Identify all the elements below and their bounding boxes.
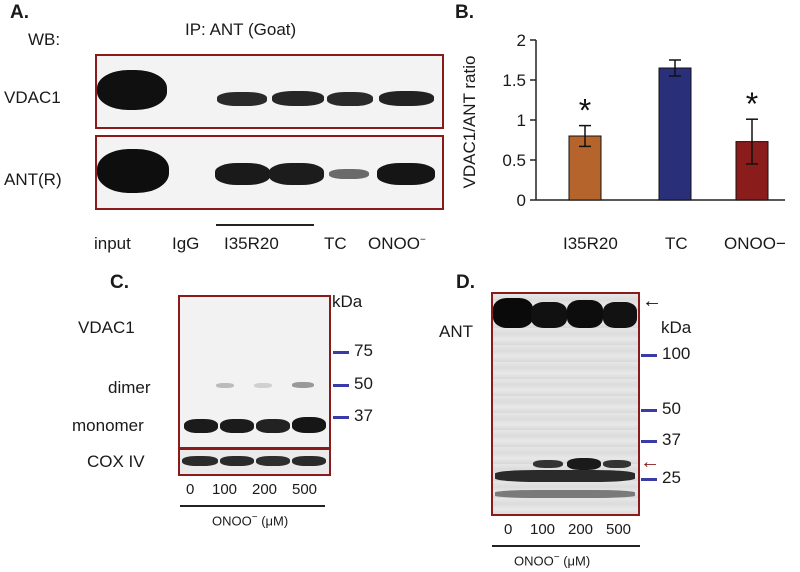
underline-bar: [216, 224, 314, 226]
dose-d-200: 200: [568, 521, 594, 538]
band: [377, 163, 435, 185]
lane-label-input: input: [94, 234, 131, 253]
cox-iv-label: COX IV: [87, 452, 145, 471]
y-tick-label: 1.5: [502, 71, 526, 90]
significance-star: *: [579, 93, 591, 129]
x-label-i35r20: I35R20: [563, 234, 618, 253]
red-arrow-icon: ←: [640, 451, 660, 473]
band: [603, 302, 637, 328]
band: [531, 302, 567, 328]
row-label-vdac1: VDAC1: [4, 88, 61, 107]
dose-0: 0: [186, 481, 195, 498]
dose-100: 100: [212, 481, 238, 498]
panel-c-label: C.: [110, 272, 129, 293]
lane-label-tc: TC: [324, 234, 347, 253]
band: [272, 91, 324, 106]
y-tick-label: 0: [517, 191, 526, 210]
band: [493, 298, 533, 328]
lane-label-igg: IgG: [172, 234, 200, 253]
band: [567, 458, 601, 470]
band: [220, 456, 254, 466]
band: [329, 169, 369, 179]
significance-star: *: [746, 86, 758, 122]
marker-tick: [333, 416, 349, 419]
ant-label: ANT: [439, 322, 473, 341]
kda-label-c: kDa: [332, 292, 363, 311]
ip-label: IP: ANT (Goat): [185, 20, 297, 39]
marker-50d: 50: [662, 399, 681, 418]
dose-500: 500: [292, 481, 318, 498]
y-tick-label: 0.5: [502, 151, 526, 170]
band: [215, 163, 270, 185]
marker-tick: [641, 409, 657, 412]
row-label-ant: ANT(R): [4, 170, 62, 189]
band: [567, 300, 603, 328]
band: [269, 163, 324, 185]
band: [97, 149, 169, 193]
band: [603, 460, 631, 468]
band: [182, 456, 218, 466]
band: [217, 92, 267, 106]
treatment-label-c: ONOO− (μM): [212, 512, 289, 529]
y-tick-label: 1: [517, 111, 526, 130]
marker-tick: [641, 354, 657, 357]
band: [495, 470, 635, 482]
dose-200: 200: [252, 481, 278, 498]
band: [292, 382, 314, 388]
blot-c-cox: [178, 448, 331, 476]
band: [379, 91, 434, 106]
bar-chart: 0 0.5 1 1.5 2 * *: [502, 31, 785, 210]
dose-d-0: 0: [504, 521, 513, 538]
band: [216, 383, 234, 388]
band: [256, 419, 290, 433]
kda-label-d: kDa: [661, 318, 692, 337]
marker-50: 50: [354, 374, 373, 393]
panel-d-label: D.: [456, 272, 475, 293]
marker-37: 37: [354, 406, 373, 425]
treatment-label-d: ONOO− (μM): [514, 552, 591, 569]
blot-d-ant: [491, 292, 640, 516]
marker-tick: [333, 384, 349, 387]
marker-75: 75: [354, 341, 373, 360]
band: [495, 490, 635, 498]
x-label-tc: TC: [665, 234, 688, 253]
arrow-icon: ←: [642, 290, 662, 312]
band: [184, 419, 218, 433]
band: [327, 92, 373, 106]
blot-c-vdac1: [178, 295, 331, 449]
x-label-onoo: ONOO−: [724, 234, 786, 253]
band: [533, 460, 563, 468]
y-axis-label: VDAC1/ANT ratio: [460, 55, 479, 189]
band: [292, 417, 326, 433]
marker-37d: 37: [662, 430, 681, 449]
band: [97, 70, 167, 110]
band: [254, 383, 272, 388]
dimer-label: dimer: [108, 378, 151, 397]
panel-a-label: A.: [10, 2, 29, 23]
marker-100: 100: [662, 344, 691, 363]
marker-25: 25: [662, 468, 681, 487]
bar: [658, 67, 692, 201]
panel-b-label: B.: [455, 2, 474, 23]
blot-a-vdac1: [95, 54, 444, 129]
dose-d-100: 100: [530, 521, 556, 538]
lane-label-i35r20: I35R20: [224, 234, 279, 253]
lane-label-onoo: ONOO−: [368, 234, 426, 253]
marker-tick: [641, 478, 657, 481]
marker-tick: [333, 351, 349, 354]
treatment-bar: [180, 505, 325, 507]
band: [220, 419, 254, 433]
wb-label: WB:: [28, 30, 61, 49]
band: [256, 456, 290, 466]
band: [292, 456, 326, 466]
monomer-label: monomer: [72, 416, 144, 435]
dose-d-500: 500: [606, 521, 632, 538]
vdac1-label: VDAC1: [78, 318, 135, 337]
y-tick-label: 2: [517, 31, 526, 50]
treatment-bar-d: [492, 545, 640, 547]
marker-tick: [641, 440, 657, 443]
blot-a-ant: [95, 135, 444, 210]
